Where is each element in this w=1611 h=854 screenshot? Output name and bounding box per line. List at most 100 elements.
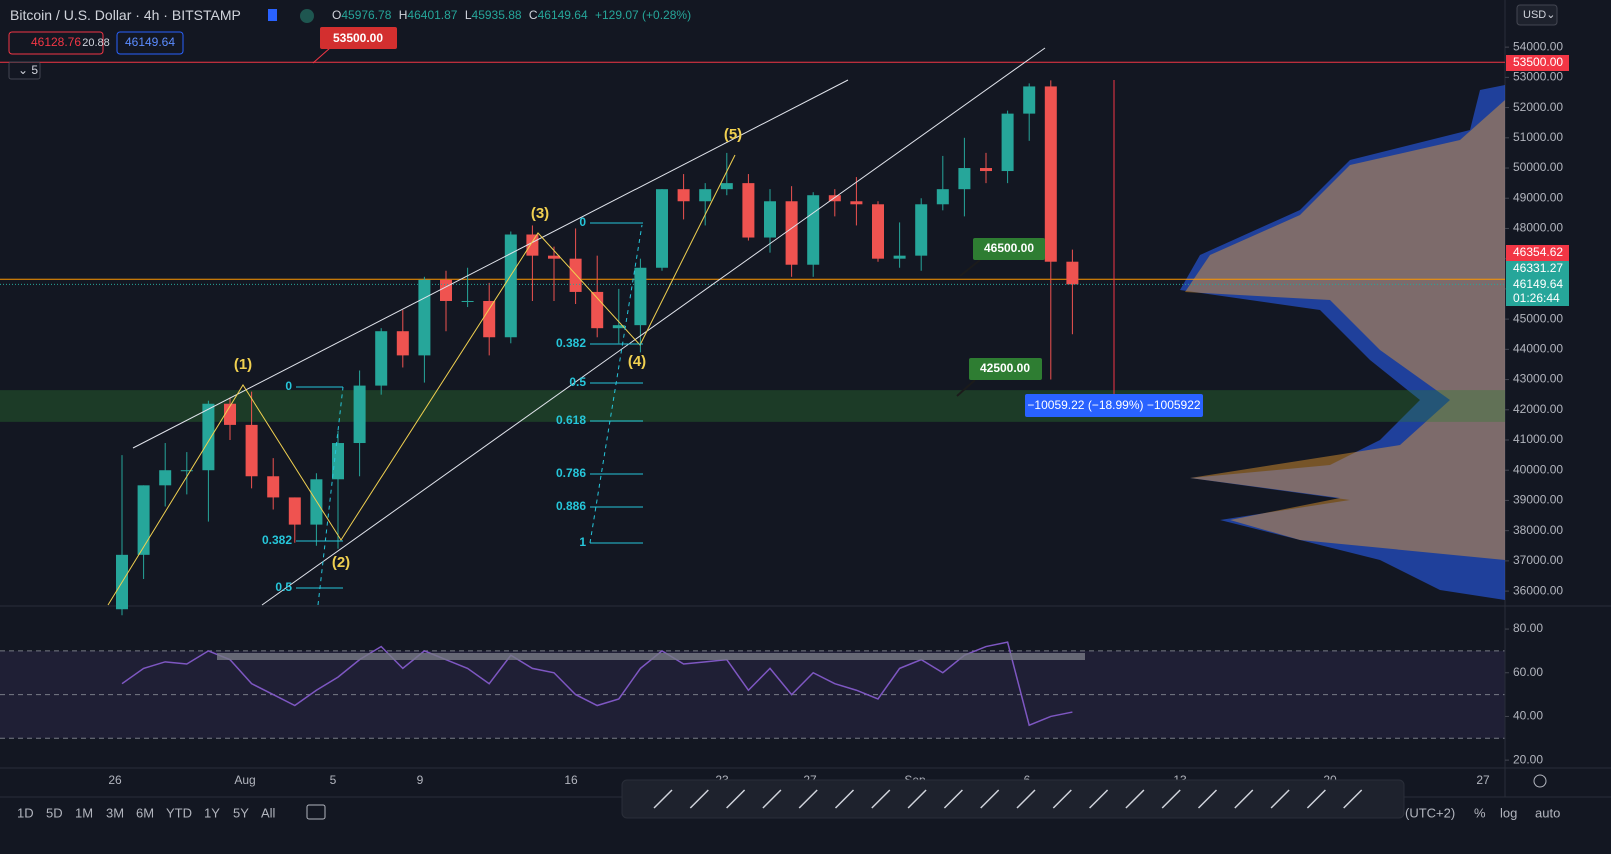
range-button[interactable]: 6M xyxy=(136,805,154,820)
bid-box[interactable] xyxy=(8,31,104,55)
tool-icon[interactable] xyxy=(689,789,709,809)
fib-label: 0 xyxy=(579,215,586,229)
flag-icon[interactable] xyxy=(268,9,277,21)
indicator-toggle[interactable] xyxy=(8,61,41,80)
fib-label: 0 xyxy=(285,379,292,393)
wave-line xyxy=(107,154,736,606)
currency-button[interactable] xyxy=(1516,4,1558,26)
rsi-tick-label: 80.00 xyxy=(1513,621,1543,635)
tool-icon[interactable] xyxy=(1343,789,1363,809)
tool-icon[interactable] xyxy=(653,789,673,809)
range-button[interactable]: YTD xyxy=(166,805,192,820)
countdown: 01:26:44 xyxy=(1513,291,1560,305)
candle-body xyxy=(332,443,344,480)
y-tick-label: 38000.00 xyxy=(1513,523,1563,537)
candle-body xyxy=(526,234,539,256)
range-button[interactable]: 5D xyxy=(46,805,63,820)
wave-label: (2) xyxy=(332,554,350,571)
tool-icon[interactable] xyxy=(834,789,855,809)
tool-icon[interactable] xyxy=(980,789,1000,809)
fib-trend xyxy=(589,224,643,544)
tool-icon[interactable] xyxy=(1161,789,1181,809)
y-tick-label: 40000.00 xyxy=(1513,462,1563,476)
fib-label: 0.5 xyxy=(275,580,292,594)
percent-toggle[interactable]: % xyxy=(1474,805,1486,820)
range-button[interactable]: All xyxy=(261,805,276,820)
tool-icon[interactable] xyxy=(798,789,818,809)
candle-body xyxy=(828,195,841,202)
fib-label: 1 xyxy=(579,535,586,549)
auto-toggle[interactable]: auto xyxy=(1535,805,1560,820)
range-button[interactable]: 1Y xyxy=(204,805,220,820)
tool-icon[interactable] xyxy=(1234,789,1254,809)
y-tick-label: 45000.00 xyxy=(1513,311,1563,325)
y-tick-label: 41000.00 xyxy=(1513,432,1563,446)
price-tag xyxy=(1506,261,1569,277)
wave-label: (1) xyxy=(234,356,252,373)
candle-body xyxy=(1023,86,1036,114)
candle-body xyxy=(224,403,236,425)
measure-box xyxy=(1025,394,1203,417)
symbol: Bitcoin / U.S. Dollar · 4h · BITSTAMP xyxy=(10,7,241,23)
rsi-pane xyxy=(0,607,1505,768)
price-tag-label: 46149.64 xyxy=(1513,277,1563,291)
y-tick-label: 36000.00 xyxy=(1513,583,1563,597)
candle-body xyxy=(764,201,776,238)
y-tick-label: 37000.00 xyxy=(1513,553,1563,567)
fib-label: 0.5 xyxy=(569,375,586,389)
price-tag xyxy=(1506,245,1569,261)
measure-text: −10059.22 (−18.99%) −1005922 xyxy=(1027,398,1200,412)
tool-icon[interactable] xyxy=(1052,789,1072,809)
tool-icon[interactable] xyxy=(1125,789,1145,809)
date-range-icon[interactable] xyxy=(306,804,326,820)
y-tick-label: 50000.00 xyxy=(1513,160,1563,174)
rsi-line xyxy=(121,641,1073,727)
x-tick-label: 27 xyxy=(1476,773,1490,787)
settings-icon[interactable] xyxy=(1533,774,1547,788)
ohlc: O45976.78 H46401.87 L45935.88 C46149.64 … xyxy=(332,8,691,22)
tool-icon[interactable] xyxy=(1270,789,1290,809)
tool-icon[interactable] xyxy=(943,789,963,809)
tool-icon[interactable] xyxy=(871,789,891,809)
range-button[interactable]: 5Y xyxy=(233,805,249,820)
tool-icon[interactable] xyxy=(762,789,782,809)
candle-body xyxy=(677,189,690,202)
range-button[interactable]: 1D xyxy=(17,805,34,820)
candle-body xyxy=(1066,261,1079,285)
candle-body xyxy=(353,385,366,444)
candle-body xyxy=(936,189,949,205)
wave-label: (5) xyxy=(724,126,742,143)
tool-icon[interactable] xyxy=(907,789,927,809)
candle-body xyxy=(785,201,798,265)
timezone[interactable]: (UTC+2) xyxy=(1405,805,1455,820)
tool-icon[interactable] xyxy=(1197,789,1218,809)
candle-body xyxy=(915,204,928,256)
candle-body xyxy=(1001,113,1014,172)
candle-body xyxy=(375,331,388,386)
log-toggle[interactable]: log xyxy=(1500,805,1517,820)
tool-icon[interactable] xyxy=(1016,789,1036,809)
candle-body xyxy=(893,255,906,259)
price-tag-label: 46354.62 xyxy=(1513,245,1563,259)
candle-body xyxy=(634,267,647,326)
candle-body xyxy=(180,470,193,472)
tool-icon[interactable] xyxy=(726,789,746,809)
candle-body xyxy=(872,204,884,259)
fib-label: 0.382 xyxy=(262,533,292,547)
candle-body xyxy=(807,195,820,265)
tool-icon[interactable] xyxy=(1089,789,1109,809)
tool-icon[interactable] xyxy=(1306,789,1326,809)
price-tag-label: 53500.00 xyxy=(1513,55,1563,69)
range-button[interactable]: 1M xyxy=(75,805,93,820)
callout-pointer xyxy=(959,259,981,277)
range-button[interactable]: 3M xyxy=(106,805,124,820)
support-zone xyxy=(0,390,1505,422)
candle-body xyxy=(548,255,560,259)
candle-body xyxy=(612,325,625,329)
ask-box[interactable] xyxy=(116,31,184,55)
trend-line xyxy=(132,79,849,449)
y-tick-label: 51000.00 xyxy=(1513,130,1563,144)
x-tick-label: 5 xyxy=(330,773,337,787)
candle-body xyxy=(396,331,409,356)
